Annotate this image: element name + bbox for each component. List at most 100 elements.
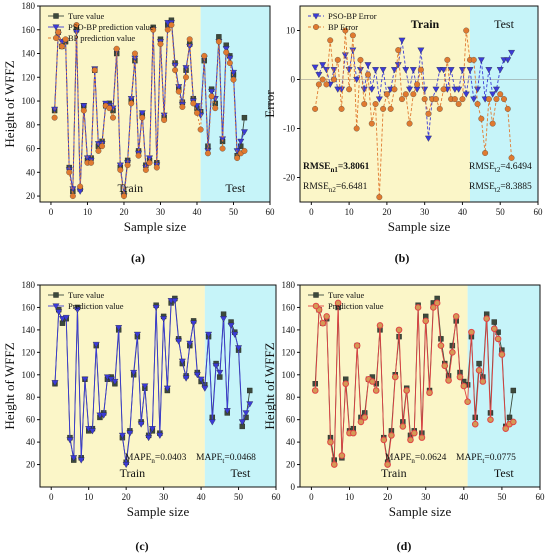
- data-point: [494, 335, 502, 343]
- x-tick-label: 20: [382, 207, 392, 217]
- data-point: [315, 72, 323, 79]
- data-point: [121, 193, 127, 200]
- data-point: [315, 81, 322, 88]
- data-point: [100, 412, 108, 419]
- region-label-test: Test: [494, 17, 514, 31]
- data-point: [459, 96, 466, 103]
- data-point: [398, 37, 406, 44]
- y-tick-label: 40: [26, 167, 36, 177]
- panel-label: (c): [135, 539, 148, 553]
- data-point: [208, 88, 216, 96]
- y-tick-label: 140: [22, 49, 36, 59]
- y-tick-label: 10: [286, 26, 296, 36]
- data-point: [212, 105, 219, 112]
- data-point: [51, 106, 59, 113]
- x-tick-label: 30: [420, 207, 430, 217]
- data-point: [73, 22, 80, 28]
- x-tick-label: 10: [84, 492, 94, 502]
- x-tick-label: 60: [536, 492, 546, 502]
- data-point: [455, 101, 462, 107]
- data-point: [433, 96, 439, 103]
- data-point: [152, 304, 160, 311]
- data-point: [219, 145, 226, 152]
- data-point: [395, 326, 403, 334]
- data-point: [491, 319, 497, 325]
- data-point: [183, 74, 189, 81]
- data-point: [58, 43, 65, 50]
- y-tick-label: 40: [26, 437, 36, 447]
- data-point: [417, 47, 425, 54]
- data-point: [418, 434, 426, 441]
- chart-panel-0: 0 10 20 30 40 50 60 20 40 60 80 100 120 140 160 180 Samp…: [2, 1, 275, 234]
- data-point: [508, 50, 516, 57]
- data-point: [323, 81, 330, 88]
- data-point: [475, 366, 483, 374]
- data-point: [399, 423, 407, 430]
- data-point: [91, 67, 98, 74]
- data-point: [388, 432, 395, 439]
- data-point: [106, 105, 113, 112]
- region-label-test: Test: [225, 181, 245, 195]
- data-point: [368, 86, 376, 93]
- y-tick-label: 140: [22, 325, 36, 335]
- data-point: [403, 387, 410, 394]
- data-point: [201, 385, 209, 392]
- data-point: [142, 166, 149, 173]
- data-point: [380, 105, 387, 112]
- metric-annotation: MAPEt=0.0468: [196, 453, 256, 465]
- data-point: [220, 316, 228, 323]
- x-tick-label: 30: [159, 492, 169, 502]
- data-point: [338, 452, 346, 459]
- data-point: [139, 114, 146, 121]
- data-point: [175, 84, 183, 91]
- data-point: [241, 147, 248, 154]
- x-tick-label: 0: [309, 207, 314, 217]
- data-point: [163, 385, 171, 392]
- data-point: [361, 101, 368, 107]
- data-point: [148, 426, 156, 433]
- region-label-test: Test: [230, 466, 250, 480]
- data-point: [430, 304, 437, 311]
- data-point: [482, 150, 489, 156]
- data-point: [452, 313, 460, 320]
- data-point: [402, 91, 409, 98]
- data-point: [490, 325, 498, 333]
- y-tick-label: 60: [26, 415, 36, 425]
- region-label-train: Train: [118, 181, 144, 195]
- data-point: [376, 322, 384, 329]
- legend-marker: [53, 13, 59, 19]
- data-point: [66, 169, 73, 176]
- data-point: [399, 96, 405, 103]
- legend-marker: [52, 303, 60, 310]
- region-label-train: Train: [120, 466, 146, 480]
- data-point: [361, 414, 369, 421]
- data-point: [334, 299, 342, 307]
- plot-frame: [39, 5, 271, 203]
- data-point: [182, 375, 190, 382]
- data-point: [92, 341, 100, 348]
- data-point: [471, 420, 479, 428]
- data-point: [135, 152, 142, 159]
- x-tick-label: 20: [122, 492, 132, 502]
- y-tick-label: 120: [22, 347, 36, 357]
- data-point: [476, 360, 482, 367]
- data-point: [451, 96, 458, 103]
- data-point: [124, 162, 131, 169]
- data-point: [153, 164, 160, 171]
- data-point: [372, 101, 379, 107]
- y-tick-label: 160: [282, 302, 296, 312]
- data-point: [440, 86, 447, 93]
- data-point: [414, 81, 421, 88]
- data-point: [164, 26, 171, 33]
- x-tick-label: 40: [197, 492, 207, 502]
- data-point: [445, 377, 452, 384]
- x-axis-label: Sample size: [389, 504, 452, 519]
- y-axis-label: Error: [262, 90, 277, 118]
- data-point: [186, 36, 193, 43]
- region-label-train: Train: [381, 466, 407, 480]
- legend-label: BP prediction value: [68, 33, 135, 43]
- metric-annotation: MAPEn=0.0624: [385, 453, 447, 465]
- data-point: [175, 338, 183, 345]
- x-tick-label: 60: [272, 492, 282, 502]
